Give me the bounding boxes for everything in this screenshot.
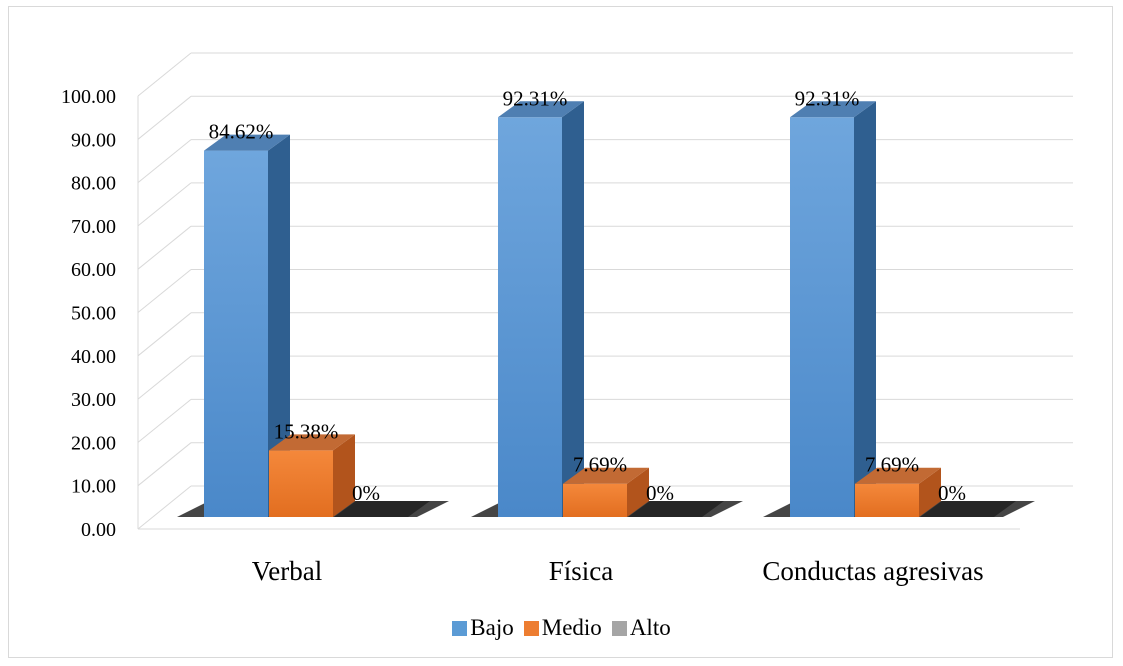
bar-alto xyxy=(628,501,724,517)
y-tick-label: 20.00 xyxy=(71,432,116,454)
bar-top xyxy=(498,101,584,118)
bar-front xyxy=(204,150,268,517)
legend-swatch xyxy=(611,620,627,636)
data-label: 92.31% xyxy=(503,86,568,110)
bar-front xyxy=(269,450,333,517)
bar-top xyxy=(855,467,941,484)
bar-alto xyxy=(920,501,1016,517)
bar-bajo xyxy=(790,101,876,517)
bar-side xyxy=(333,434,355,517)
gridline-diagonal xyxy=(137,312,192,357)
gridline-diagonal xyxy=(137,139,192,183)
y-tick-label: 0.00 xyxy=(81,519,116,541)
legend-item-bajo: Bajo xyxy=(452,615,514,641)
bar-front xyxy=(563,483,627,517)
bar-top xyxy=(790,101,876,118)
data-label: 7.69% xyxy=(573,453,627,477)
data-label: 92.31% xyxy=(795,86,860,110)
y-tick-label: 90.00 xyxy=(71,129,116,151)
bar-front xyxy=(855,483,919,517)
data-labels: 84.62% 15.38% 0% 92.31% 7.69% 0% 92.31% 7.69% 0% xyxy=(209,86,966,505)
data-label: 7.69% xyxy=(865,453,919,477)
legend-swatch xyxy=(523,620,539,636)
legend-item-medio: Medio xyxy=(523,615,602,641)
gridline-diagonal xyxy=(137,485,192,530)
bar-side xyxy=(268,134,290,517)
bars xyxy=(204,101,1016,517)
category-label: Verbal xyxy=(252,556,322,586)
bar-flat xyxy=(920,501,1016,517)
bar-side xyxy=(562,101,584,517)
bar-flat xyxy=(334,501,430,517)
bar-side xyxy=(854,101,876,517)
category-label: Física xyxy=(549,556,614,586)
data-label: 0% xyxy=(646,481,674,505)
gridline-diagonal xyxy=(137,95,192,140)
legend: Bajo Medio Alto xyxy=(0,615,1123,641)
bar-top xyxy=(269,434,355,451)
legend-label: Alto xyxy=(629,615,671,640)
bar-side xyxy=(919,467,941,517)
legend-item-alto: Alto xyxy=(611,615,671,641)
data-label: 15.38% xyxy=(274,419,339,443)
legend-label: Medio xyxy=(541,615,602,640)
data-label: 84.62% xyxy=(209,120,274,144)
legend-label: Bajo xyxy=(470,615,514,640)
gridline-diagonal xyxy=(137,52,192,97)
y-axis-ticks: 0.00 10.00 20.00 30.00 40.00 50.00 60.00 70.00 8… xyxy=(61,86,116,541)
bar-medio xyxy=(855,467,941,517)
bar-top xyxy=(563,467,649,484)
legend-swatch xyxy=(452,620,468,636)
y-tick-label: 30.00 xyxy=(71,389,116,411)
y-tick-label: 70.00 xyxy=(71,216,116,238)
y-tick-label: 100.00 xyxy=(61,86,116,108)
bar-alto xyxy=(334,501,430,517)
bar-medio xyxy=(269,434,355,517)
bar-front xyxy=(790,117,854,517)
gridline-diagonal xyxy=(137,355,192,400)
y-tick-label: 60.00 xyxy=(71,259,116,281)
bar-top xyxy=(204,134,290,151)
bar-front xyxy=(498,117,562,517)
bar-bajo xyxy=(204,134,290,517)
gridline-diagonal xyxy=(137,442,192,487)
data-label: 0% xyxy=(352,481,380,505)
y-tick-label: 50.00 xyxy=(71,303,116,325)
gridline-diagonal xyxy=(137,225,192,270)
y-tick-label: 40.00 xyxy=(71,346,116,368)
y-tick-label: 80.00 xyxy=(71,173,116,195)
category-label: Conductas agresivas xyxy=(762,556,983,586)
y-tick-label: 10.00 xyxy=(71,476,116,498)
gridline-diagonal xyxy=(137,182,192,227)
bar-flat xyxy=(628,501,724,517)
data-label: 0% xyxy=(938,481,966,505)
category-labels: Verbal Física Conductas agresivas xyxy=(252,556,984,586)
bar-medio xyxy=(563,467,649,517)
gridline-diagonal xyxy=(137,269,192,313)
bar-bajo xyxy=(498,101,584,517)
gridline-diagonal xyxy=(137,399,192,443)
bar-side xyxy=(627,467,649,517)
